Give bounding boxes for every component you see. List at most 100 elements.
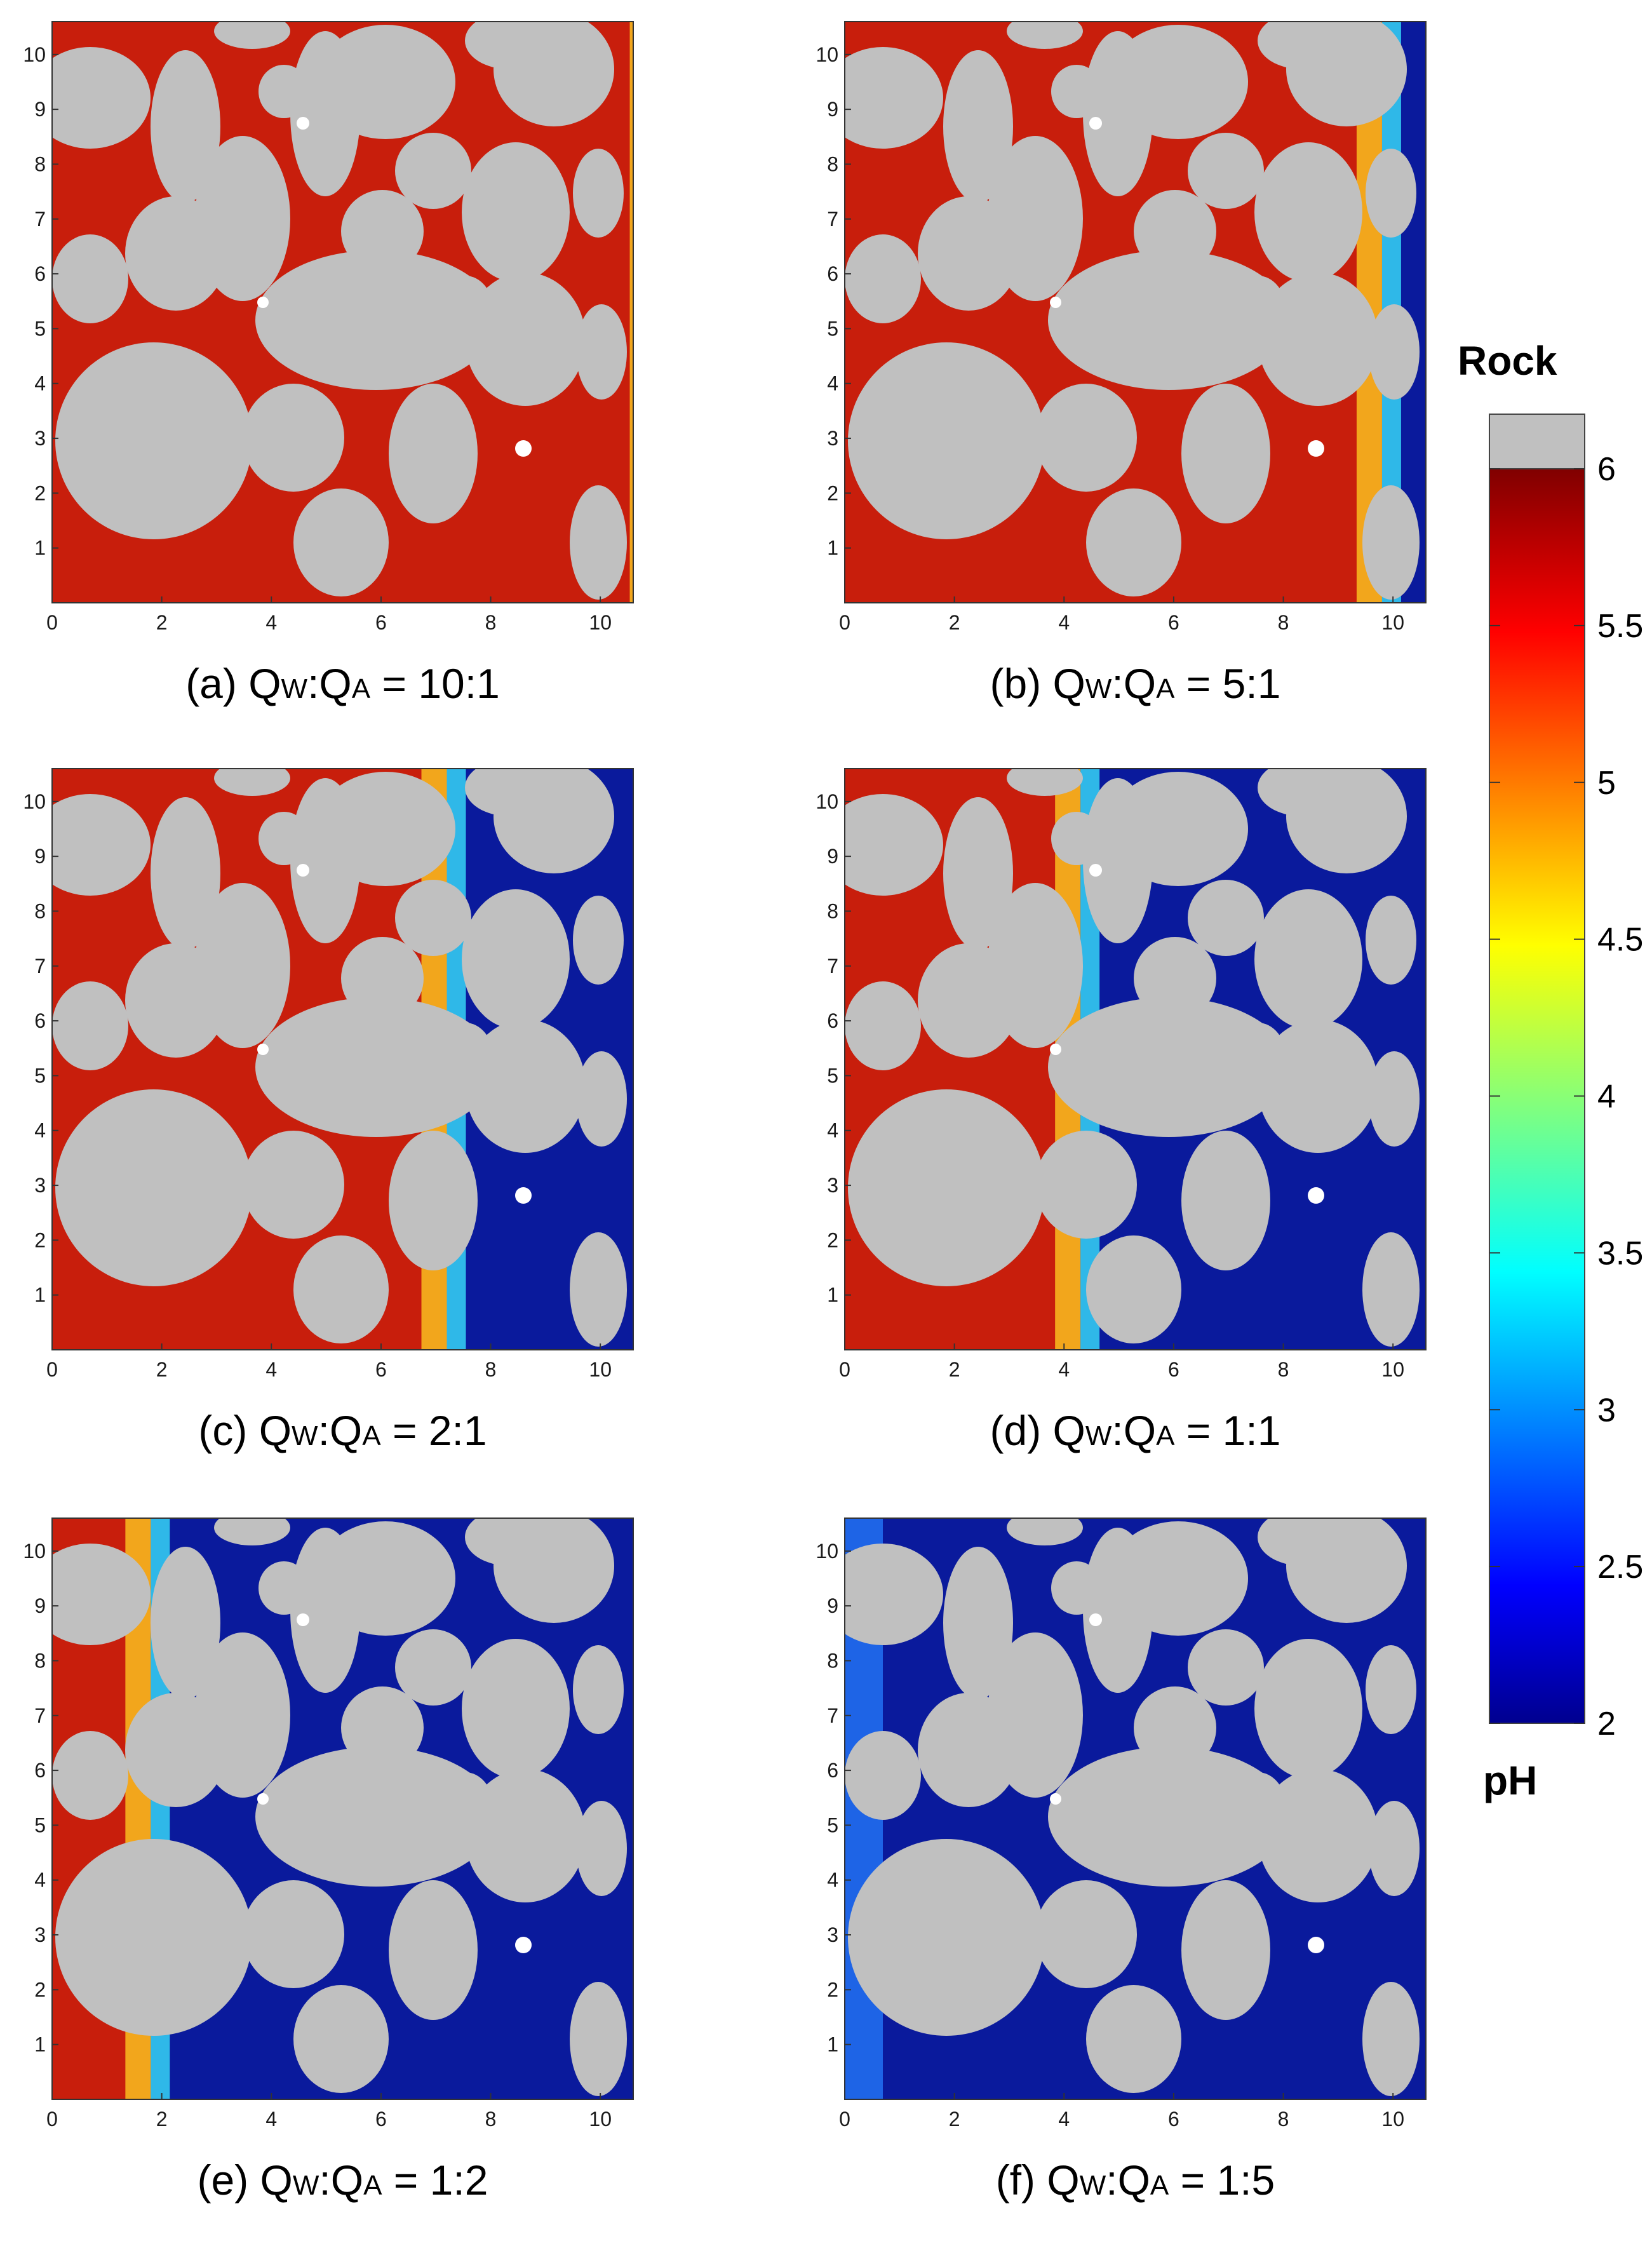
y-tick-label: 9 (34, 845, 46, 868)
y-tick-label: 1 (827, 2033, 838, 2056)
y-tick-label: 10 (23, 1540, 46, 1563)
rock-grain (465, 1518, 554, 1566)
rock-grain (1258, 769, 1346, 816)
x-tick-label: 10 (1381, 2108, 1404, 2130)
x-tick-label: 6 (375, 611, 387, 634)
rock-grain (1362, 485, 1420, 600)
x-tick-label: 0 (46, 611, 58, 634)
rock-grain (389, 384, 478, 523)
x-tick-label: 4 (1058, 611, 1070, 634)
rock-grain (465, 769, 554, 816)
rock-grain (52, 1544, 151, 1645)
void-spot (1308, 440, 1324, 457)
axes-frame (844, 1518, 1427, 2100)
ph-field-b (845, 22, 1426, 603)
rock-grain (845, 234, 921, 323)
rock-grain (570, 1232, 627, 1347)
rock-grain (1035, 1131, 1137, 1239)
rock-grain (845, 981, 921, 1070)
rock-grain (341, 1686, 424, 1769)
rock-grain (570, 485, 627, 600)
y-tick-label: 2 (34, 1228, 46, 1251)
colorbar-tick-label: 5.5 (1597, 608, 1643, 645)
x-tick-label: 10 (589, 1358, 612, 1381)
colorbar-tick-label: 2.5 (1597, 1549, 1643, 1585)
x-tick-label: 2 (156, 2108, 168, 2130)
y-tick-label: 4 (34, 1119, 46, 1142)
y-tick-label: 6 (34, 1759, 46, 1782)
rock-grain (1258, 273, 1378, 406)
rock-grain (316, 1521, 455, 1636)
rock-grain (1181, 1131, 1270, 1270)
rock-grain (52, 1731, 128, 1820)
rock-grain (55, 342, 252, 539)
rock-grain (259, 812, 309, 865)
rock-grain (259, 1561, 309, 1615)
rock-grain (125, 1693, 227, 1807)
colorbar-rock-swatch (1489, 414, 1585, 469)
rock-grain (1188, 880, 1264, 956)
y-tick-label: 1 (34, 2033, 46, 2056)
x-tick-label: 0 (46, 2108, 58, 2130)
rock-grain (918, 196, 1019, 311)
rock-grain (1229, 1023, 1286, 1093)
y-tick-label: 10 (816, 1540, 838, 1563)
y-tick-label: 6 (827, 1759, 838, 1782)
rock-grain (465, 1769, 586, 1902)
colorbar-tick-label: 2 (1597, 1706, 1616, 1742)
y-tick-label: 7 (827, 208, 838, 231)
y-tick-label: 5 (827, 1064, 838, 1087)
colorbar-tick-label: 3 (1597, 1392, 1616, 1429)
y-tick-label: 4 (827, 372, 838, 395)
y-tick-label: 6 (827, 262, 838, 285)
rock-grain (243, 384, 344, 492)
rock-grain (1007, 1518, 1083, 1545)
y-tick-label: 3 (34, 1923, 46, 1946)
x-tick-label: 0 (46, 1358, 58, 1381)
y-tick-label: 2 (827, 481, 838, 504)
rock-grain (1188, 1629, 1264, 1706)
y-tick-label: 3 (827, 427, 838, 450)
y-tick-label: 10 (23, 790, 46, 813)
void-spot (257, 297, 269, 308)
x-tick-label: 6 (375, 1358, 387, 1381)
void-spot (257, 1793, 269, 1805)
y-tick-label: 10 (23, 43, 46, 66)
rock-grain (845, 1731, 921, 1820)
rock-grain (1181, 1880, 1270, 2020)
rock-grain (293, 1235, 389, 1343)
rock-grain (151, 797, 220, 950)
x-tick-label: 6 (1168, 1358, 1179, 1381)
rock-grain (151, 1547, 220, 1699)
void-spot (1089, 117, 1102, 130)
rock-grain (125, 943, 227, 1058)
x-tick-label: 10 (589, 611, 612, 634)
y-tick-label: 3 (34, 1174, 46, 1197)
rock-grain (576, 1801, 627, 1896)
rock-grain (255, 997, 497, 1137)
colorbar-top-label: Rock (1458, 338, 1557, 384)
rock-grain (848, 1839, 1045, 2036)
rock-grain (1254, 1639, 1362, 1779)
colorbar-tick-label: 4.5 (1597, 922, 1643, 959)
x-tick-label: 2 (949, 611, 960, 634)
x-tick-label: 4 (1058, 1358, 1070, 1381)
rock-grain (243, 1131, 344, 1239)
y-tick-label: 2 (827, 1978, 838, 2001)
colorbar-tick-label: 5 (1597, 765, 1616, 802)
rock-grain (259, 65, 309, 118)
x-tick-label: 6 (375, 2108, 387, 2130)
void-spot (1050, 1044, 1061, 1055)
ph-field-e (52, 1518, 633, 2099)
x-tick-label: 8 (485, 611, 497, 634)
y-tick-label: 5 (827, 317, 838, 340)
ph-field-d (845, 769, 1426, 1350)
rock-grain (918, 943, 1019, 1058)
y-tick-label: 7 (34, 208, 46, 231)
rock-grain (576, 1051, 627, 1147)
rock-grain (1035, 384, 1137, 492)
rock-grain (1007, 22, 1083, 49)
rock-grain (316, 25, 455, 139)
